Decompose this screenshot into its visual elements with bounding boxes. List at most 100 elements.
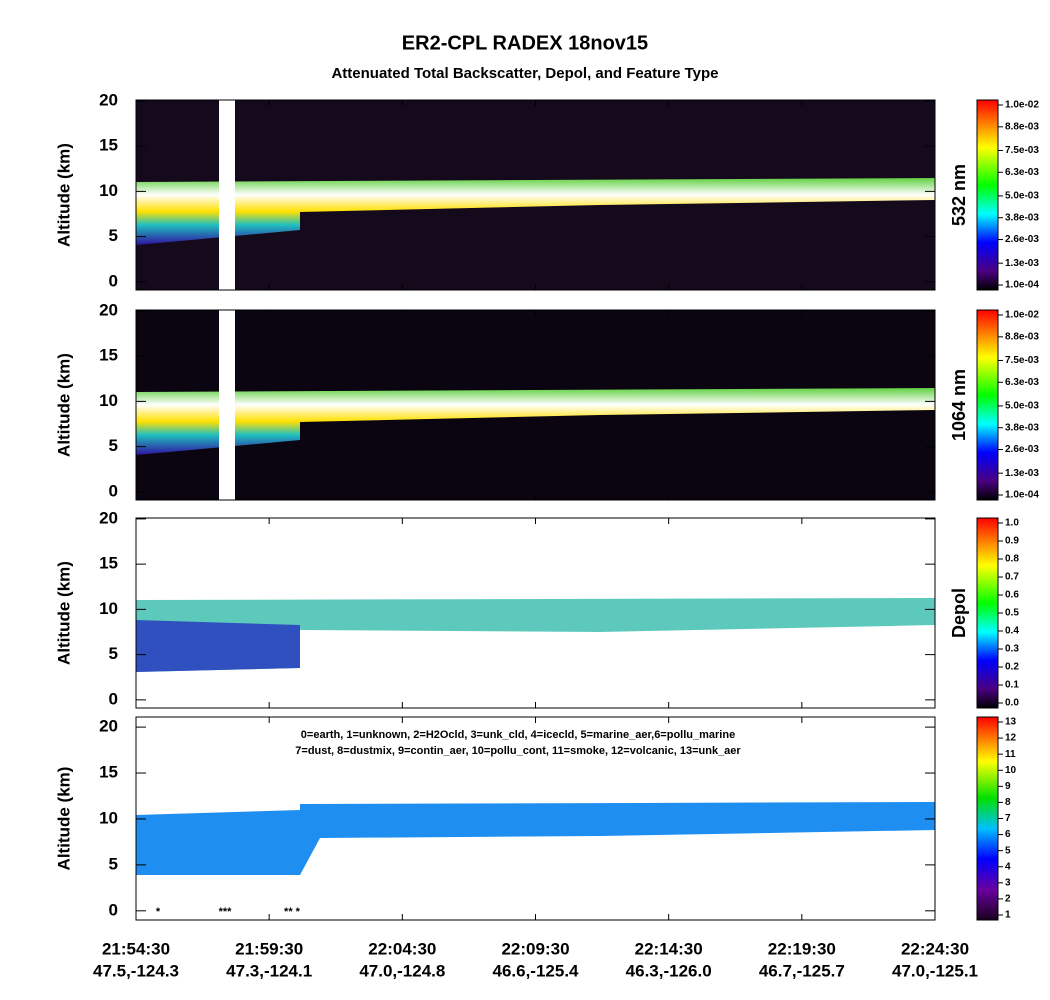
colorbar-tick-label: 6.3e-03 [1005, 377, 1039, 388]
x-tick-location: 47.0,-125.1 [892, 961, 978, 980]
depol-image [136, 598, 935, 672]
x-tick-location: 47.5,-124.3 [93, 961, 179, 980]
legend-text: 0=earth, 1=unknown, 2=H2Ocld, 3=unk_cld,… [301, 729, 735, 741]
cloud-band [136, 178, 935, 245]
colorbar-tick-label: 13 [1005, 717, 1017, 728]
colorbar-tick-label: 1.0e-04 [1005, 280, 1039, 291]
y-tick-label: 5 [109, 226, 118, 245]
colorbar [976, 99, 999, 291]
colorbar-tick-label: 0.5 [1005, 608, 1019, 619]
colorbar-label: 1064 nm [949, 369, 969, 441]
y-tick-label: 0 [109, 481, 118, 500]
x-tick-location: 47.3,-124.1 [226, 961, 312, 980]
colorbar-tick-label: 5.0e-03 [1005, 191, 1039, 202]
colorbar [976, 716, 999, 921]
colorbar-tick-label: 6.3e-03 [1005, 167, 1039, 178]
y-tick-label: 10 [99, 391, 118, 410]
y-tick-label: 5 [109, 644, 118, 663]
colorbar-tick-label: 11 [1005, 749, 1016, 760]
x-tick-label: 22:24:30 [901, 939, 969, 958]
colorbar-tick-label: 0.4 [1005, 626, 1019, 637]
x-tick-label: 21:59:30 [235, 939, 303, 958]
colorbar-tick-label: 0.3 [1005, 644, 1019, 655]
y-tick-label: 20 [99, 717, 118, 736]
y-tick-label: 15 [99, 554, 118, 573]
colorbar-tick-label: 0.9 [1005, 536, 1019, 547]
y-axis-label: Altitude (km) [54, 767, 73, 871]
colorbar-tick-label: 1.0e-04 [1005, 490, 1039, 501]
colorbar-tick-label: 0.1 [1005, 680, 1019, 691]
y-axis-label: Altitude (km) [54, 561, 73, 665]
colorbar-tick-label: 5 [1005, 845, 1011, 856]
colorbar-tick-label: 3.8e-03 [1005, 212, 1039, 223]
x-tick-label: 22:14:30 [635, 939, 703, 958]
surface-mark: ** * [284, 906, 301, 918]
x-tick-location: 46.3,-126.0 [626, 961, 712, 980]
colorbar [976, 517, 999, 709]
colorbar-tick-label: 8.8e-03 [1005, 121, 1039, 132]
gap [219, 310, 235, 500]
colorbar-tick-label: 1.0e-02 [1005, 310, 1039, 321]
colorbar-tick-label: 2 [1005, 894, 1011, 905]
colorbar-tick-label: 1.0e-02 [1005, 100, 1039, 111]
colorbar-tick-label: 7.5e-03 [1005, 145, 1039, 156]
colorbar-tick-label: 8 [1005, 797, 1011, 808]
legend-text: 7=dust, 8=dustmix, 9=contin_aer, 10=poll… [295, 745, 741, 757]
colorbar-tick-label: 9 [1005, 781, 1011, 792]
subtitle: Attenuated Total Backscatter, Depol, and… [331, 65, 718, 82]
x-tick-label: 22:19:30 [768, 939, 836, 958]
colorbar-label: 532 nm [949, 164, 969, 226]
gap [219, 100, 235, 290]
colorbar-tick-label: 0.8 [1005, 554, 1019, 565]
feature-image [136, 802, 935, 875]
y-tick-label: 15 [99, 346, 118, 365]
colorbar-tick-label: 6 [1005, 829, 1011, 840]
colorbar-tick-label: 1.3e-03 [1005, 258, 1039, 269]
y-tick-label: 10 [99, 181, 118, 200]
y-tick-label: 0 [109, 271, 118, 290]
y-tick-label: 20 [99, 508, 118, 527]
colorbar-tick-label: 0.0 [1005, 698, 1019, 709]
title: ER2-CPL RADEX 18nov15 [402, 32, 648, 54]
y-tick-label: 10 [99, 599, 118, 618]
colorbar-label: Depol [949, 588, 969, 638]
colorbar-tick-label: 2.6e-03 [1005, 234, 1039, 245]
colorbar-tick-label: 1 [1005, 910, 1011, 921]
depol-image [136, 620, 300, 672]
colorbar-tick-label: 4 [1005, 861, 1011, 872]
y-tick-label: 10 [99, 808, 118, 827]
colorbar-tick-label: 12 [1005, 733, 1017, 744]
y-tick-label: 20 [99, 90, 118, 109]
colorbar-tick-label: 3.8e-03 [1005, 422, 1039, 433]
colorbar-tick-label: 0.2 [1005, 662, 1019, 673]
y-tick-label: 5 [109, 436, 118, 455]
colorbar-tick-label: 5.0e-03 [1005, 401, 1039, 412]
y-tick-label: 15 [99, 136, 118, 155]
colorbar-tick-label: 0.6 [1005, 590, 1019, 601]
colorbar-tick-label: 1.3e-03 [1005, 468, 1039, 479]
colorbar-tick-label: 10 [1005, 765, 1017, 776]
colorbar-tick-label: 7.5e-03 [1005, 355, 1039, 366]
colorbar-tick-label: 3 [1005, 877, 1011, 888]
colorbar-tick-label: 1.0 [1005, 518, 1019, 529]
x-tick-label: 22:04:30 [368, 939, 436, 958]
y-axis-label: Altitude (km) [54, 143, 73, 247]
y-axis-label: Altitude (km) [54, 353, 73, 457]
colorbar-tick-label: 0.7 [1005, 572, 1019, 583]
surface-mark: * [156, 906, 161, 918]
y-tick-label: 20 [99, 300, 118, 319]
y-tick-label: 5 [109, 854, 118, 873]
colorbar [976, 309, 999, 501]
colorbar-tick-label: 8.8e-03 [1005, 331, 1039, 342]
x-tick-label: 22:09:30 [501, 939, 569, 958]
y-tick-label: 0 [109, 689, 118, 708]
x-tick-location: 46.6,-125.4 [492, 961, 579, 980]
x-tick-location: 46.7,-125.7 [759, 961, 845, 980]
x-tick-location: 47.0,-124.8 [359, 961, 445, 980]
colorbar-tick-label: 2.6e-03 [1005, 444, 1039, 455]
surface-mark: *** [219, 906, 233, 918]
colorbar-tick-label: 7 [1005, 813, 1011, 824]
cloud-band [136, 388, 935, 455]
x-tick-label: 21:54:30 [102, 939, 170, 958]
